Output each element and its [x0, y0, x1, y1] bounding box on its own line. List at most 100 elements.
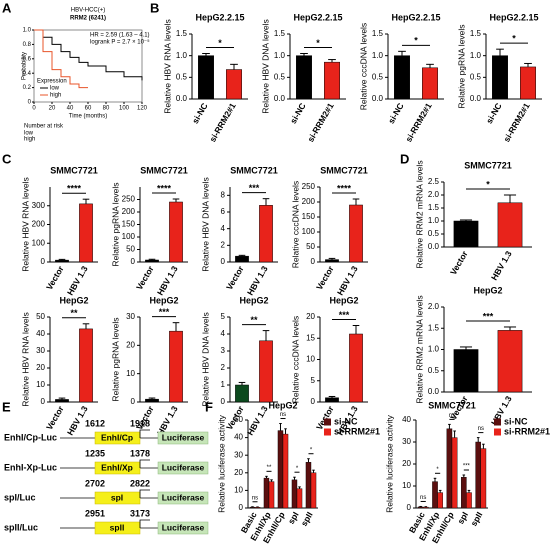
significance-label: **** — [337, 183, 352, 193]
y-tick-label: 2.0 — [428, 190, 440, 199]
y-tick-label: 100 — [122, 232, 136, 241]
y-tick-label: 30 — [234, 450, 243, 459]
y-tick-label: 0 — [221, 397, 226, 406]
bar — [268, 481, 275, 509]
significance-label: *** — [463, 464, 471, 470]
chart-title: HepG2.2.15 — [489, 12, 538, 22]
survival-line — [34, 29, 88, 89]
y-tick-label: 1.5 — [428, 323, 440, 332]
luciferase-box — [157, 521, 209, 535]
construct-name: EnhI/Cp-Luc — [4, 432, 57, 442]
x-tick-label: Vector — [44, 404, 66, 432]
y-tick-label: 0 — [311, 397, 316, 406]
x-tick-label: HBV 1.3 — [65, 264, 90, 297]
y-tick-label: 200 — [302, 197, 316, 206]
bar — [492, 55, 508, 100]
bar — [305, 462, 312, 509]
y-tick-label: 10 — [126, 369, 135, 378]
legend-title: Expression — [37, 79, 67, 85]
luciferase-label: Luciferase — [162, 432, 205, 442]
x-tick-label: Vector — [314, 264, 336, 292]
x-tick-label: Vector — [44, 264, 66, 292]
legend-swatch — [324, 428, 331, 436]
bar — [451, 437, 458, 509]
y-tick-label: 20 — [126, 340, 135, 349]
y-tick-label: 10 — [36, 380, 45, 389]
bar — [422, 67, 438, 100]
bar — [263, 477, 270, 509]
x-tick-label: si-NC — [190, 101, 210, 125]
x-axis-label: Time (months) — [69, 114, 107, 120]
y-tick-label: 100 — [302, 227, 316, 236]
luciferase-box — [157, 431, 209, 445]
start-position: 1612 — [85, 418, 105, 428]
y-tick-label: 5 — [311, 376, 316, 385]
chart-title: HBV-HCC(+) — [71, 8, 106, 14]
bar — [394, 55, 410, 100]
chart-title: SMMC7721 — [320, 165, 368, 175]
y-tick-label: 0 — [41, 397, 46, 406]
bar — [79, 203, 93, 263]
y-tick-label: 2 — [221, 240, 226, 249]
y-tick-label: 0.2 — [23, 85, 32, 91]
chart-title: SMMC7721 — [50, 165, 98, 175]
end-position: 2822 — [130, 478, 150, 488]
x-tick-label: Vector — [314, 404, 336, 432]
y-tick-label: 0 — [221, 257, 226, 266]
significance-label: ns — [252, 495, 258, 501]
y-tick-label: 50 — [126, 245, 135, 254]
x-tick-label: Vector — [448, 249, 470, 277]
x-tick-label: Vector — [134, 264, 156, 292]
y-tick-label: 1.5 — [274, 29, 286, 38]
bar — [169, 201, 183, 263]
luciferase-box — [157, 461, 209, 475]
significance-label: *** — [159, 307, 170, 317]
promoter-arrow — [139, 519, 150, 528]
y-axis-label: Relative RRM2 mRNA levels — [414, 160, 424, 268]
y-tick-label: 1.0 — [274, 51, 286, 60]
panel-letter: D — [400, 151, 409, 166]
legend-swatch — [324, 418, 331, 426]
x-tick-label: HBV 1.3 — [335, 264, 360, 297]
y-tick-label: 1.5 — [372, 29, 384, 38]
panel-letter: C — [2, 151, 12, 166]
annotation: logrank P = 2.7 × 10⁻⁵ — [90, 39, 150, 46]
y-tick-label: 6 — [221, 207, 226, 216]
y-axis-label: Relative cccDNA levels — [358, 23, 368, 110]
y-tick-label: 30 — [402, 437, 411, 446]
x-tick-label: 40 — [67, 106, 74, 112]
panel-letter: E — [2, 399, 11, 414]
bar — [520, 66, 536, 100]
x-tick-label: 60 — [85, 106, 92, 112]
x-tick-label: si-RRM2#1 — [207, 101, 238, 144]
y-tick-label: 200 — [122, 207, 136, 216]
y-tick-label: 0 — [131, 257, 136, 266]
bar — [497, 330, 523, 393]
y-tick-label: 0 — [407, 503, 412, 512]
x-tick-label: 20 — [49, 106, 56, 112]
bar — [235, 255, 249, 263]
bar — [453, 349, 479, 393]
bar — [310, 472, 317, 509]
x-tick-label: si-RRM2#1 — [305, 101, 336, 144]
y-tick-label: 40 — [36, 329, 45, 338]
y-axis-label: Relative luciferase activity — [216, 414, 226, 513]
y-tick-label: 0.5 — [176, 72, 188, 81]
bar — [432, 481, 438, 509]
element-label: EnhI/Cp — [101, 432, 133, 442]
y-axis-label: Relative pgRNA levels — [110, 182, 120, 266]
legend-swatch — [494, 418, 501, 426]
significance-label: * — [218, 38, 222, 48]
promoter-arrow — [139, 459, 150, 468]
y-axis-label: Relative HBV DNA levels — [260, 19, 270, 113]
x-tick-label: 100 — [119, 106, 130, 112]
y-tick-label: 0 — [28, 100, 32, 106]
bar — [423, 506, 429, 509]
element-label: spII — [110, 522, 125, 532]
start-position: 2951 — [85, 508, 105, 518]
bar — [235, 384, 249, 403]
y-axis-label: Relative HBV RNA levels — [20, 312, 30, 406]
annotation: HR = 2.59 (1.63 – 4.1) — [90, 33, 150, 39]
y-tick-label: 300 — [32, 201, 46, 210]
chart-title: SMMC7721 — [230, 165, 278, 175]
